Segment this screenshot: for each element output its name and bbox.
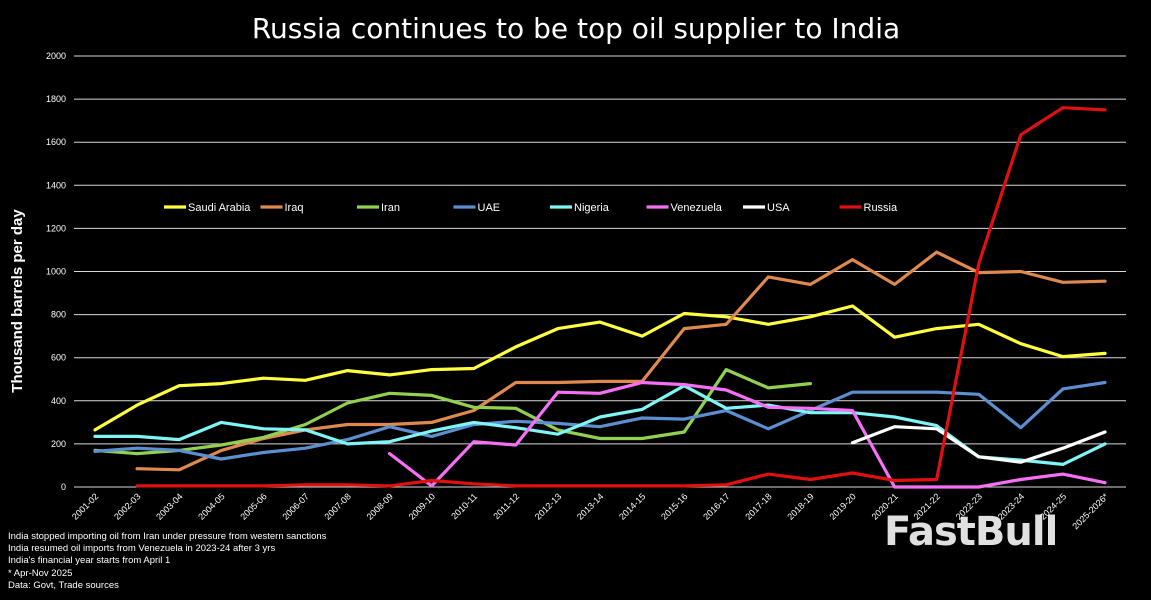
x-tick-label: 2008-09 [365, 491, 395, 521]
x-tick-label: 2013-14 [575, 491, 605, 521]
legend-label-saudi-arabia: Saudi Arabia [188, 202, 251, 214]
y-tick-label: 2000 [46, 51, 66, 61]
x-tick-label: 2011-12 [491, 491, 521, 521]
y-axis-label: Thousand barrels per day [9, 209, 26, 393]
y-tick-label: 1000 [46, 267, 66, 277]
y-tick-label: 800 [51, 310, 66, 320]
x-tick-label: 2016-17 [701, 491, 731, 521]
series-line-iran [93, 368, 813, 456]
legend-label-nigeria: Nigeria [574, 202, 610, 214]
footnotes: India stopped importing oil from Iran un… [8, 531, 326, 592]
y-tick-label: 1600 [46, 137, 66, 147]
x-tick-label: 2001-02 [70, 491, 100, 521]
x-tick-label: 2007-08 [323, 491, 353, 521]
footnote-iran: India stopped importing oil from Iran un… [8, 531, 327, 542]
y-tick-label: 1400 [46, 180, 66, 190]
y-tick-label: 1800 [46, 94, 66, 104]
footnote-source: Data: Govt, Trade sources [8, 579, 119, 591]
y-tick-label: 600 [51, 353, 66, 363]
x-tick-label: 2005-06 [238, 491, 268, 521]
x-tick-label: 2003-04 [154, 491, 184, 521]
x-tick-label: 2018-19 [785, 491, 815, 521]
legend-label-russia: Russia [864, 202, 899, 214]
y-tick-label: 400 [51, 396, 66, 406]
y-tick-label: 0 [61, 482, 66, 492]
series-line-uae [93, 380, 1107, 461]
x-tick-label: 2004-05 [196, 491, 226, 521]
chart-title: Russia continues to be top oil supplier … [252, 12, 900, 45]
legend-label-iraq: Iraq [285, 202, 304, 214]
x-tick-label: 2006-07 [280, 491, 310, 521]
y-axis-ticks: 0 200 400 600 800 1000 1200 1400 1600 1800 2000 [46, 51, 66, 492]
x-tick-label: 2014-15 [617, 491, 647, 521]
footnote-fiscal-year: India's financial year starts from April… [8, 555, 171, 567]
x-tick-label: 2017-18 [743, 491, 773, 521]
legend-label-uae: UAE [478, 202, 501, 214]
x-tick-label: 2019-20 [827, 491, 857, 521]
legend-label-usa: USA [767, 202, 790, 214]
footnote-period: * Apr-Nov 2025 [8, 567, 73, 579]
series-line-usa [850, 425, 1107, 464]
series-lines [93, 106, 1107, 489]
legend-label-iran: Iran [381, 202, 400, 214]
y-tick-label: 1200 [46, 223, 66, 233]
series-line-nigeria [93, 384, 1107, 466]
x-tick-label: 2012-13 [533, 491, 563, 521]
x-tick-label: 2010-11 [449, 491, 479, 521]
gridlines [74, 55, 1126, 488]
y-tick-label: 200 [51, 439, 66, 449]
x-tick-label: 2015-16 [659, 491, 689, 521]
series-line-iraq [135, 250, 1107, 472]
legend-label-venezuela: Venezuela [671, 202, 723, 214]
fastbull-watermark: FastBull [884, 509, 1058, 555]
legend: Saudi Arabia Iraq Iran UAE Nigeria Venezuela U… [164, 202, 898, 214]
series-line-russia [135, 106, 1107, 488]
x-tick-label: 2025-2026* [1070, 491, 1110, 531]
x-tick-label: 2002-03 [112, 491, 142, 521]
footnote-venezuela: India resumed oil imports from Venezuela… [8, 543, 276, 555]
x-tick-label: 2009-10 [407, 491, 437, 521]
series-line-venezuela [388, 380, 1107, 489]
series-line-saudi-arabia [93, 304, 1107, 432]
